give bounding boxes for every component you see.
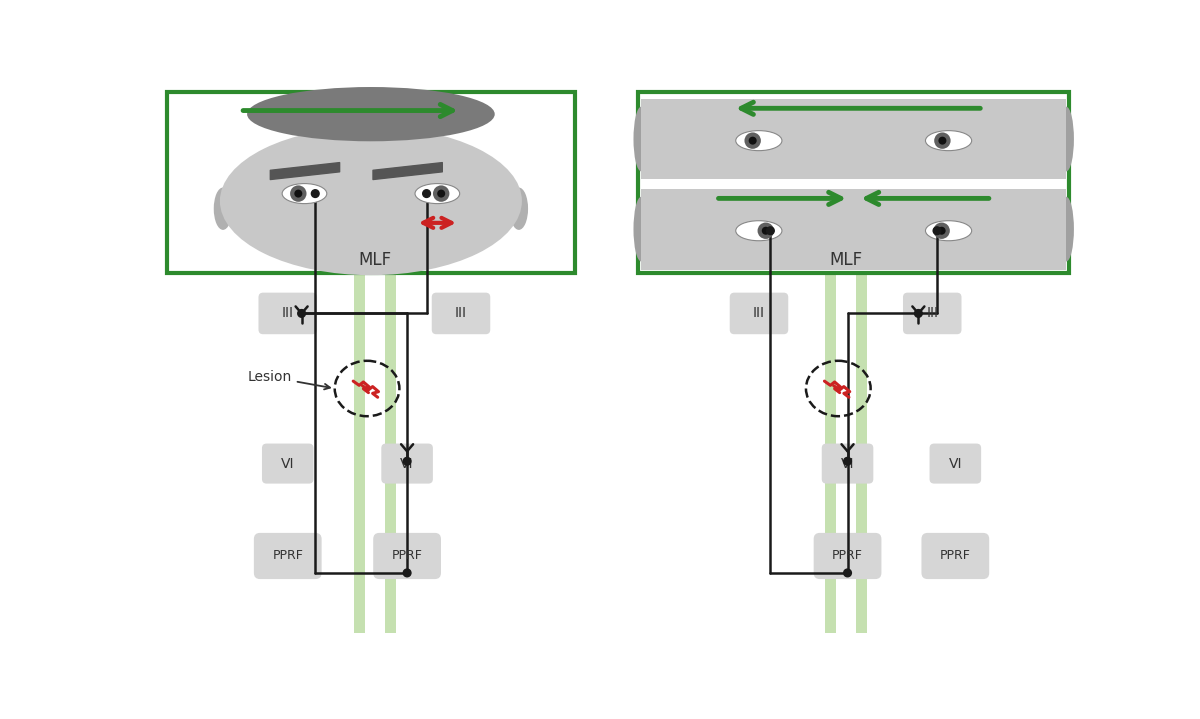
Text: VI: VI xyxy=(281,457,294,470)
FancyBboxPatch shape xyxy=(902,293,961,334)
Text: III: III xyxy=(926,306,938,321)
Ellipse shape xyxy=(736,221,782,241)
Text: Lesion: Lesion xyxy=(247,370,330,390)
Text: PPRF: PPRF xyxy=(272,549,304,562)
Ellipse shape xyxy=(437,190,445,198)
FancyBboxPatch shape xyxy=(382,444,433,484)
Ellipse shape xyxy=(1058,197,1074,262)
Text: PPRF: PPRF xyxy=(940,549,971,562)
Ellipse shape xyxy=(415,183,460,203)
Bar xyxy=(641,188,1067,270)
Text: III: III xyxy=(752,306,764,321)
Text: III: III xyxy=(282,306,294,321)
FancyBboxPatch shape xyxy=(922,533,989,579)
FancyBboxPatch shape xyxy=(822,444,874,484)
Ellipse shape xyxy=(736,131,782,151)
Ellipse shape xyxy=(757,222,774,239)
Text: III: III xyxy=(455,306,467,321)
Ellipse shape xyxy=(634,197,649,262)
Bar xyxy=(638,93,1069,273)
Ellipse shape xyxy=(762,226,769,234)
Ellipse shape xyxy=(749,137,757,145)
FancyBboxPatch shape xyxy=(262,444,313,484)
Ellipse shape xyxy=(290,186,306,202)
Ellipse shape xyxy=(433,186,450,202)
Bar xyxy=(354,273,365,633)
Ellipse shape xyxy=(294,190,302,198)
Text: VI: VI xyxy=(401,457,414,470)
Circle shape xyxy=(914,310,923,317)
Ellipse shape xyxy=(937,226,946,234)
Circle shape xyxy=(767,227,774,234)
Ellipse shape xyxy=(744,132,761,149)
Bar xyxy=(856,273,866,633)
Ellipse shape xyxy=(938,137,947,145)
FancyBboxPatch shape xyxy=(254,533,322,579)
Bar xyxy=(385,273,396,633)
Text: VI: VI xyxy=(948,457,962,470)
Ellipse shape xyxy=(925,221,972,241)
Ellipse shape xyxy=(214,188,233,230)
Text: PPRF: PPRF xyxy=(391,549,422,562)
Circle shape xyxy=(298,310,306,317)
Bar xyxy=(641,99,1067,180)
Ellipse shape xyxy=(934,132,950,149)
FancyBboxPatch shape xyxy=(730,293,788,334)
Circle shape xyxy=(844,457,851,465)
FancyBboxPatch shape xyxy=(258,293,317,334)
Ellipse shape xyxy=(1058,106,1074,171)
Circle shape xyxy=(312,190,319,198)
Bar xyxy=(826,273,836,633)
Circle shape xyxy=(934,227,941,234)
Ellipse shape xyxy=(247,87,494,142)
Text: MLF: MLF xyxy=(358,251,391,269)
Ellipse shape xyxy=(220,127,522,275)
Ellipse shape xyxy=(282,183,326,203)
Ellipse shape xyxy=(934,222,950,239)
Text: PPRF: PPRF xyxy=(832,549,863,562)
Ellipse shape xyxy=(925,131,972,151)
FancyBboxPatch shape xyxy=(373,533,440,579)
Ellipse shape xyxy=(510,188,528,230)
Text: MLF: MLF xyxy=(829,251,863,269)
FancyBboxPatch shape xyxy=(930,444,982,484)
Circle shape xyxy=(403,457,410,465)
Circle shape xyxy=(403,569,410,577)
Circle shape xyxy=(422,190,431,198)
Circle shape xyxy=(844,569,851,577)
FancyBboxPatch shape xyxy=(432,293,491,334)
FancyBboxPatch shape xyxy=(814,533,882,579)
Bar xyxy=(167,93,575,273)
Ellipse shape xyxy=(634,106,649,171)
Text: VI: VI xyxy=(841,457,854,470)
